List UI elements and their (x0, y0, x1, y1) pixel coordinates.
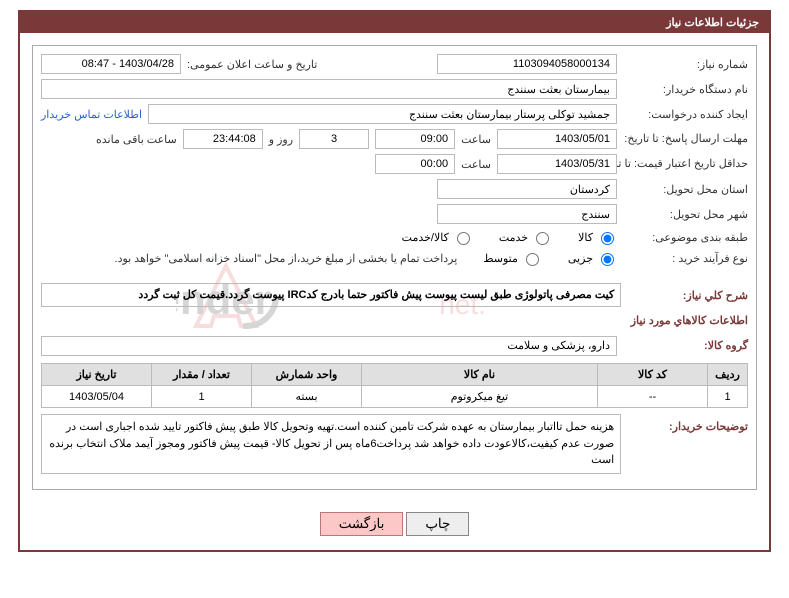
category-opt-both-text: کالا/خدمت (402, 231, 449, 244)
items-section-title: اطلاعات کالاهاي مورد نياز (41, 314, 748, 327)
row-short-desc: شرح کلي نياز: کیت مصرفی پاتولوژی طبق لیس… (41, 283, 748, 308)
validity-time: 00:00 (375, 154, 455, 174)
short-desc-value: کیت مصرفی پاتولوژی طبق لیست پیوست پیش فا… (41, 283, 621, 307)
cell-qty: 1 (152, 386, 252, 408)
col-need-date: تاریخ نیاز (42, 364, 152, 386)
cell-unit: بسته (252, 386, 362, 408)
province-value: کردستان (437, 179, 617, 199)
col-item-name: نام کالا (362, 364, 598, 386)
validity-time-label: ساعت (461, 158, 491, 171)
row-category: طبقه بندی موضوعی: کالا خدمت کالا/خدمت (41, 229, 748, 245)
cell-item-code: -- (598, 386, 708, 408)
cell-need-date: 1403/05/04 (42, 386, 152, 408)
category-opt-service[interactable]: خدمت (499, 229, 552, 245)
category-radio-service[interactable] (536, 232, 549, 245)
row-requester: ایجاد کننده درخواست: جمشید توکلی پرستار … (41, 104, 748, 124)
category-radio-goods[interactable] (601, 232, 614, 245)
button-bar: چاپ بازگشت (20, 502, 769, 550)
city-label: شهر محل تحویل: (623, 208, 748, 221)
buyer-desc-label: توضیحات خریدار: (627, 420, 748, 433)
row-group: گروه کالا: دارو، پزشکی و سلامت (41, 333, 748, 358)
row-buyer-desc: توضیحات خریدار: هزینه حمل تااتبار بیمارس… (41, 414, 748, 474)
panel-body: AriaTender .net شماره نیاز: 110309405800… (32, 45, 757, 490)
group-label: گروه کالا: (623, 339, 748, 352)
buyer-desc-value: هزینه حمل تااتبار بیمارستان به عهده شرکت… (41, 414, 621, 474)
announce-date-label: تاریخ و ساعت اعلان عمومی: (187, 58, 317, 71)
process-opt-minor-text: جزیی (568, 252, 593, 265)
col-qty: تعداد / مقدار (152, 364, 252, 386)
row-city: شهر محل تحویل: سنندج (41, 204, 748, 224)
process-note: پرداخت تمام یا بخشی از مبلغ خرید،از محل … (115, 252, 458, 265)
process-opt-medium-text: متوسط (483, 252, 518, 265)
category-opt-goods-text: کالا (578, 231, 593, 244)
row-need-number: شماره نیاز: 1103094058000134 تاریخ و ساع… (41, 54, 748, 74)
col-row-num: ردیف (708, 364, 748, 386)
category-opt-both[interactable]: کالا/خدمت (402, 229, 473, 245)
buyer-org-value: بیمارستان بعثت سنندج (41, 79, 617, 99)
deadline-label: مهلت ارسال پاسخ: تا تاریخ: (623, 132, 748, 146)
process-radio-minor[interactable] (601, 253, 614, 266)
short-desc-label: شرح کلي نياز: (627, 289, 748, 302)
details-panel: جزئیات اطلاعات نیاز AriaTender .net شمار… (18, 10, 771, 552)
col-item-code: کد کالا (598, 364, 708, 386)
validity-date: 1403/05/31 (497, 154, 617, 174)
back-button[interactable]: بازگشت (320, 512, 404, 536)
items-table: ردیف کد کالا نام کالا واحد شمارش تعداد /… (41, 363, 748, 408)
panel-title: جزئیات اطلاعات نیاز (20, 12, 769, 33)
deadline-time: 09:00 (375, 129, 455, 149)
row-validity: حداقل تاریخ اعتبار قیمت: تا تاریخ: 1403/… (41, 154, 748, 174)
deadline-hours: 23:44:08 (183, 129, 263, 149)
cell-row-num: 1 (708, 386, 748, 408)
table-row: 1 -- تیغ میکروتوم بسته 1 1403/05/04 (42, 386, 748, 408)
validity-label: حداقل تاریخ اعتبار قیمت: تا تاریخ: (623, 157, 748, 171)
row-province: استان محل تحویل: کردستان (41, 179, 748, 199)
process-radio-medium[interactable] (526, 253, 539, 266)
requester-value: جمشید توکلی پرستار بیمارستان بعثت سنندج (148, 104, 617, 124)
deadline-time-label: ساعت (461, 133, 491, 146)
deadline-remain-label: ساعت باقی مانده (96, 133, 177, 146)
contact-buyer-link[interactable]: اطلاعات تماس خریدار (41, 108, 142, 121)
process-opt-minor[interactable]: جزیی (568, 250, 617, 266)
row-deadline: مهلت ارسال پاسخ: تا تاریخ: 1403/05/01 سا… (41, 129, 748, 149)
deadline-date: 1403/05/01 (497, 129, 617, 149)
need-number-value: 1103094058000134 (437, 54, 617, 74)
need-number-label: شماره نیاز: (623, 58, 748, 71)
requester-label: ایجاد کننده درخواست: (623, 108, 748, 121)
buyer-org-label: نام دستگاه خریدار: (623, 83, 748, 96)
row-buyer-org: نام دستگاه خریدار: بیمارستان بعثت سنندج (41, 79, 748, 99)
table-header-row: ردیف کد کالا نام کالا واحد شمارش تعداد /… (42, 364, 748, 386)
deadline-days: 3 (299, 129, 369, 149)
process-label: نوع فرآیند خرید : (623, 252, 748, 265)
col-unit: واحد شمارش (252, 364, 362, 386)
deadline-days-label: روز و (269, 133, 293, 146)
process-opt-medium[interactable]: متوسط (483, 250, 542, 266)
group-value: دارو، پزشکی و سلامت (41, 336, 617, 356)
announce-date-value: 1403/04/28 - 08:47 (41, 54, 181, 74)
category-radio-both[interactable] (457, 232, 470, 245)
category-label: طبقه بندی موضوعی: (623, 231, 748, 244)
province-label: استان محل تحویل: (623, 183, 748, 196)
row-process: نوع فرآیند خرید : جزیی متوسط پرداخت تمام… (41, 250, 748, 266)
print-button[interactable]: چاپ (406, 512, 469, 536)
cell-item-name: تیغ میکروتوم (362, 386, 598, 408)
city-value: سنندج (437, 204, 617, 224)
category-opt-service-text: خدمت (499, 231, 528, 244)
category-opt-goods[interactable]: کالا (578, 229, 617, 245)
